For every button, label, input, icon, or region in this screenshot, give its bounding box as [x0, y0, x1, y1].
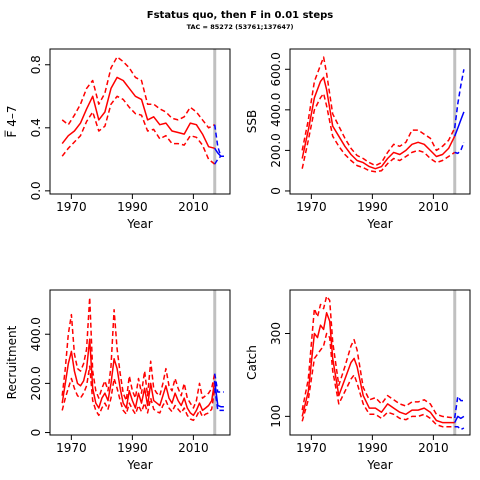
ssb-y-tick-label: 400.0: [269, 93, 283, 127]
ssb-projection-upper-line: [453, 69, 465, 129]
recruitment-y-tick-label: 200.0: [29, 366, 43, 400]
ssb-y-tick-label: 0: [269, 187, 283, 195]
ssb-y-axis-label: SSB: [245, 110, 259, 133]
recruitment-projection-upper-line: [213, 373, 224, 393]
recruitment-y-tick-label: 0: [29, 429, 43, 437]
catch-projection-upper-line: [453, 395, 464, 419]
f-projection-lower-line: [214, 155, 224, 165]
f-historical-upper-line: [61, 56, 216, 129]
ssb-y-tick-label: 600.0: [269, 52, 283, 86]
ssb-plot-frame: [289, 48, 471, 195]
recruitment-historical-lower-line: [61, 365, 216, 422]
ssb-x-tick-label: 1990: [357, 200, 388, 214]
chart-title: Fstatus quo, then F in 0.01 steps: [146, 10, 334, 21]
recruitment-y-axis-label: Recruitment: [5, 325, 19, 399]
recruitment-x-axis-label: Year: [126, 458, 152, 472]
f-y-tick-label: 0.4: [29, 118, 43, 137]
catch-x-tick-label: 1970: [296, 441, 327, 455]
ssb-x-tick-label: 2010: [418, 200, 449, 214]
f-x-axis-label: Year: [126, 217, 152, 231]
ssb-x-tick-label: 1970: [296, 200, 327, 214]
f-x-tick-label: 1970: [56, 200, 87, 214]
f-panel: 1970 1990 2010 0.0 0.4 0.8 Year F̅ 4–7: [4, 48, 231, 231]
recruitment-projection-median-line: [213, 380, 224, 408]
catch-y-tick-label: 100: [269, 405, 283, 428]
recruitment-historical-upper-line: [61, 296, 216, 409]
catch-historical-upper-line: [301, 295, 455, 419]
ssb-x-axis-label: Year: [366, 217, 392, 231]
ssb-historical-median-line: [301, 76, 456, 170]
f-y-tick-label: 0.0: [29, 181, 43, 200]
catch-x-tick-label: 1990: [357, 441, 388, 455]
f-historical-lower-line: [61, 95, 216, 165]
f-y-axis-label: F̅ 4–7: [4, 106, 19, 138]
f-x-tick-label: 1990: [117, 200, 148, 214]
f-x-tick-label: 2010: [178, 200, 209, 214]
recruitment-plot-frame: [49, 289, 231, 436]
catch-x-tick-label: 2010: [418, 441, 449, 455]
f-plot-frame: [49, 48, 231, 195]
f-y-tick-label: 0.8: [29, 55, 43, 74]
chart-subtitle: TAC = 85272 (53761;137647): [186, 23, 294, 31]
ssb-historical-lower-line: [301, 92, 456, 173]
ssb-panel: 1970 1990 2010 0 200.0 400.0 600.0 Year SSB: [245, 48, 471, 231]
catch-historical-median-line: [301, 312, 455, 424]
catch-panel: 1970 1990 2010 100 300 Year Catch: [245, 289, 471, 472]
recruitment-panel: 1970 1990 2010 0 200.0 400.0 Year Recruitment: [5, 289, 231, 472]
catch-projection-median-line: [454, 415, 465, 423]
recruitment-projection-lower-line: [213, 388, 224, 412]
recruitment-x-tick-label: 1970: [56, 441, 87, 455]
catch-historical-lower-line: [301, 332, 455, 428]
recruitment-historical-median-line: [61, 338, 216, 417]
recruitment-x-tick-label: 2010: [178, 441, 209, 455]
catch-plot-frame: [289, 289, 471, 436]
catch-projection-lower-line: [454, 425, 465, 431]
recruitment-y-tick-label: 400.0: [29, 317, 43, 351]
ssb-projection-lower-line: [454, 142, 465, 155]
ssb-historical-upper-line: [301, 56, 456, 167]
catch-x-axis-label: Year: [366, 458, 392, 472]
catch-y-axis-label: Catch: [245, 345, 259, 380]
recruitment-x-tick-label: 1990: [117, 441, 148, 455]
catch-y-tick-label: 300: [269, 322, 283, 345]
f-historical-median-line: [61, 76, 215, 150]
ssb-projection-median-line: [453, 111, 465, 137]
ssb-y-tick-label: 200.0: [269, 133, 283, 167]
